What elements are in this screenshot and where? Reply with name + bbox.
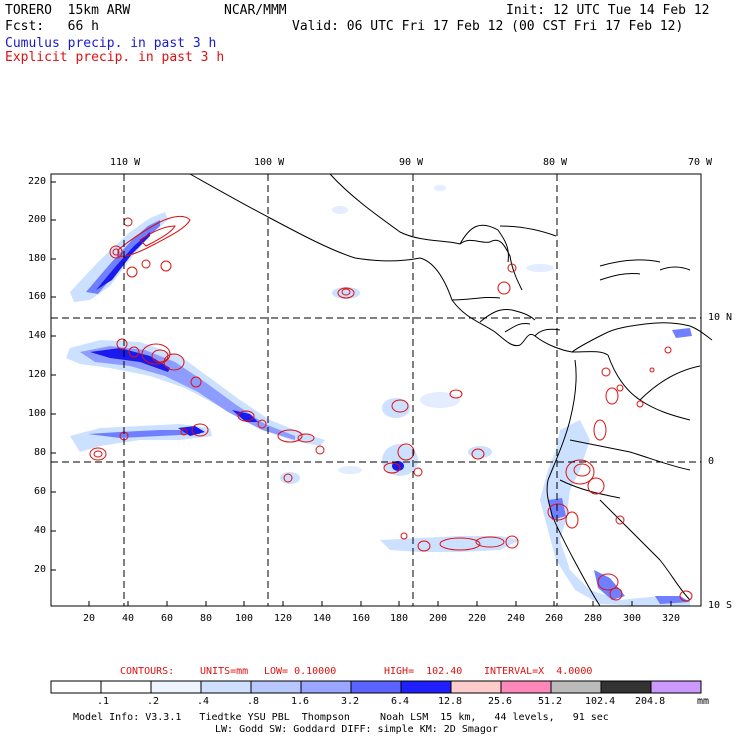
model-info-line2: LW: Godd SW: Goddard DIFF: simple KM: 2D… [215,724,498,735]
x-tick-label: 280 [584,613,603,624]
contours-units: UNITS=mm [200,666,249,677]
lon-label: 90 W [399,157,424,168]
contours-label: CONTOURS: [120,666,175,677]
cumulus-precip-shading [66,185,692,606]
x-tick-label: 120 [274,613,293,624]
legend-cumulus-precip: Cumulus precip. in past 3 h [5,36,217,51]
colorbar-label: .2 [147,696,160,707]
x-tick-label: 200 [429,613,448,624]
init-time: Init: 12 UTC Tue 14 Feb 12 [506,3,710,18]
colorbar-label: 204.8 [635,696,666,707]
y-tick-label: 140 [28,330,47,341]
colorbar-label: 3.2 [341,696,360,707]
x-tick-label: 100 [235,613,254,624]
x-tick-label: 260 [545,613,564,624]
y-tick-label: 200 [28,214,47,225]
lon-label: 70 W [688,157,713,168]
y-tick-label: 180 [28,253,47,264]
coastlines [189,173,713,607]
lat-label: 10 S [708,600,733,611]
x-tick-label: 80 [200,613,213,624]
y-tick-label: 220 [28,176,47,187]
model-info-line1: Model Info: V3.3.1 Tiedtke YSU PBL Thomp… [73,712,609,723]
x-tick-label: 60 [161,613,174,624]
y-tick-label: 40 [34,525,47,536]
x-tick-label: 140 [313,613,332,624]
lon-label: 110 W [110,157,141,168]
y-tick-label: 100 [28,408,47,419]
x-tick-label: 180 [390,613,409,624]
colorbar-label: 1.6 [291,696,310,707]
forecast-hour: Fcst: 66 h [5,19,99,34]
y-tick-label: 160 [28,291,47,302]
x-tick-label: 240 [507,613,526,624]
x-tick-label: 40 [122,613,135,624]
contours-high: HIGH= 102.40 [384,666,463,677]
colorbar-label: 6.4 [391,696,410,707]
colorbar-label: 102.4 [585,696,616,707]
organization-label: NCAR/MMM [224,3,287,18]
colorbar-label: 25.6 [488,696,513,707]
lat-lon-grid [51,174,701,606]
axis-ticks [51,181,672,606]
y-tick-label: 120 [28,369,47,380]
contours-low: LOW= 0.10000 [264,666,337,677]
x-tick-label: 220 [468,613,487,624]
colorbar-label: 51.2 [538,696,563,707]
lon-label: 100 W [254,157,285,168]
y-tick-label: 80 [34,447,47,458]
x-tick-label: 160 [352,613,371,624]
colorbar-label: .1 [97,696,110,707]
x-tick-label: 300 [623,613,642,624]
colorbar-label: .4 [197,696,210,707]
y-tick-label: 60 [34,486,47,497]
lat-label: 10 N [708,312,733,323]
x-tick-label: 320 [662,613,681,624]
legend-explicit-precip: Explicit precip. in past 3 h [5,50,225,65]
valid-time: Valid: 06 UTC Fri 17 Feb 12 (00 CST Fri … [292,19,684,34]
y-tick-label: 20 [34,564,47,575]
colorbar-label: .8 [247,696,260,707]
colorbar-label: 12.8 [438,696,463,707]
lon-label: 80 W [543,157,568,168]
lat-label: 0 [708,456,715,467]
model-title: TORERO 15km ARW [5,3,131,18]
plot-frame [50,173,702,607]
x-tick-label: 20 [83,613,96,624]
colorbar-unit: mm [697,696,710,707]
explicit-precip-contours [89,215,693,602]
contours-interval: INTERVAL=X 4.0000 [484,666,593,677]
